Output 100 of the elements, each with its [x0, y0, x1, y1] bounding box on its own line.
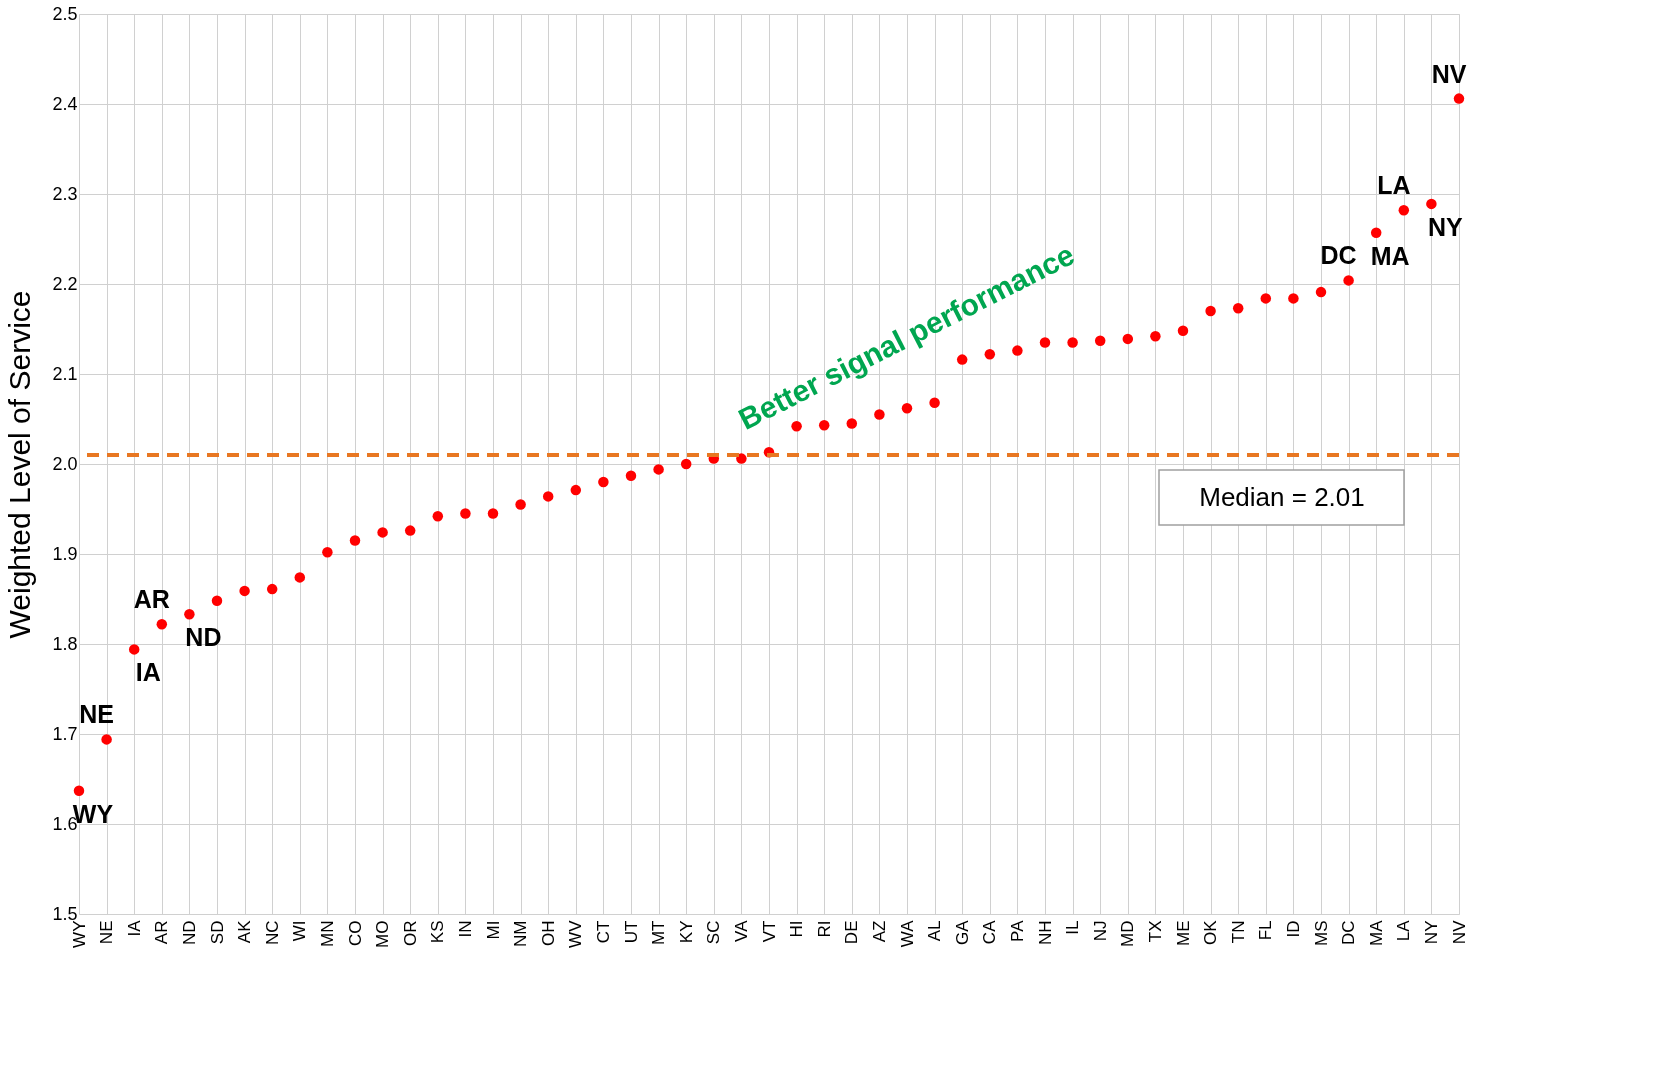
x-tick-label: DC: [1339, 920, 1359, 946]
x-tick-label: RI: [814, 920, 834, 938]
x-tick-label: MD: [1118, 920, 1138, 947]
y-tick-label: 1.9: [52, 543, 78, 564]
x-tick-label: MN: [317, 920, 337, 947]
annotation: MA: [1370, 241, 1410, 270]
x-tick-label: WV: [566, 919, 586, 948]
x-tick-label: MT: [649, 920, 669, 946]
annotation: IA: [135, 658, 161, 687]
point: [184, 609, 195, 620]
x-tick-label: CT: [593, 920, 613, 944]
y-axis-title: Weighted Level of Service: [3, 290, 37, 639]
x-tick-label: CO: [345, 920, 365, 946]
point: [1453, 93, 1465, 104]
x-tick-label: IN: [455, 920, 475, 938]
x-tick-label: WY: [69, 920, 89, 948]
point: [736, 453, 747, 464]
x-tick-label: GA: [952, 919, 972, 946]
x-tick-label: NY: [1421, 920, 1441, 945]
x-tick-label: NV: [1449, 919, 1469, 945]
annotation: ND: [185, 623, 222, 652]
x-tick-label: NH: [1035, 920, 1055, 946]
x-tick-label: OR: [400, 920, 420, 946]
x-tick-label: ME: [1173, 920, 1193, 946]
x-tick-label: LA: [1394, 919, 1414, 942]
x-tick-label: VA: [731, 919, 751, 942]
x-tick-label: NE: [97, 920, 117, 945]
x-tick-label: CA: [980, 919, 1000, 945]
point: [1426, 198, 1437, 210]
point: [984, 348, 996, 360]
point: [211, 595, 223, 607]
y-tick-label: 1.7: [52, 723, 78, 744]
point: [460, 508, 471, 519]
point: [1232, 303, 1244, 314]
x-tick-label: FL: [1256, 920, 1276, 941]
x-tick-label: MS: [1311, 920, 1331, 946]
point: [73, 785, 85, 796]
x-tick-label: HI: [787, 920, 807, 938]
x-tick-label: AZ: [869, 920, 889, 943]
point: [1370, 227, 1382, 238]
y-tick-label: 2.4: [52, 93, 78, 114]
annotation: DC: [1320, 241, 1357, 270]
point: [432, 510, 444, 522]
point: [818, 420, 830, 431]
point: [239, 585, 250, 597]
x-tick-label: MO: [373, 920, 393, 948]
point: [156, 618, 168, 630]
point: [1315, 286, 1327, 298]
y-tick-label: 2.0: [52, 453, 78, 474]
point: [653, 464, 664, 475]
point: [487, 508, 499, 519]
y-tick-label: 2.1: [52, 363, 78, 384]
x-tick-label: TX: [1145, 920, 1165, 943]
point: [680, 458, 692, 470]
annotation: NY: [1428, 212, 1464, 241]
point: [322, 546, 333, 558]
point: [1288, 293, 1299, 304]
x-tick-label: SD: [207, 920, 227, 945]
point: [542, 491, 554, 502]
annotation: LA: [1377, 171, 1411, 200]
point: [377, 527, 388, 538]
x-tick-label: ID: [1283, 920, 1303, 938]
x-tick-label: AK: [235, 919, 255, 944]
annotation: AR: [133, 585, 170, 614]
point: [874, 409, 885, 420]
x-tick-label: ND: [179, 920, 199, 946]
annotation: NV: [1431, 59, 1467, 88]
x-tick-label: TN: [1228, 920, 1248, 944]
point: [625, 470, 637, 481]
y-tick-label: 1.8: [52, 633, 78, 654]
point: [570, 484, 582, 496]
x-tick-label: KY: [676, 920, 696, 944]
point: [404, 525, 416, 536]
x-tick-label: AR: [152, 920, 172, 945]
x-tick-label: IA: [124, 919, 144, 937]
x-tick-label: PA: [1007, 919, 1027, 942]
x-tick-label: WA: [897, 919, 917, 948]
x-tick-label: UT: [621, 920, 641, 944]
x-tick-label: OH: [538, 920, 558, 946]
point: [1150, 330, 1161, 342]
point: [266, 583, 278, 595]
point: [1205, 305, 1216, 317]
ref-line-label: Median = 2.01: [1199, 482, 1365, 512]
x-tick-label: MI: [483, 920, 503, 940]
x-tick-label: IL: [1063, 920, 1083, 935]
point: [1094, 335, 1106, 346]
point: [901, 402, 913, 414]
x-tick-label: NJ: [1090, 920, 1110, 942]
x-tick-label: NC: [262, 920, 282, 946]
x-tick-label: SC: [704, 920, 724, 945]
point: [1398, 204, 1410, 216]
point: [515, 499, 526, 510]
x-tick-label: MA: [1366, 919, 1386, 946]
point: [1177, 325, 1189, 337]
point: [846, 418, 858, 429]
x-tick-label: OK: [1201, 919, 1221, 946]
point: [598, 476, 609, 488]
x-tick-label: NM: [511, 920, 531, 947]
point: [128, 644, 140, 655]
x-tick-label: AL: [925, 920, 945, 942]
